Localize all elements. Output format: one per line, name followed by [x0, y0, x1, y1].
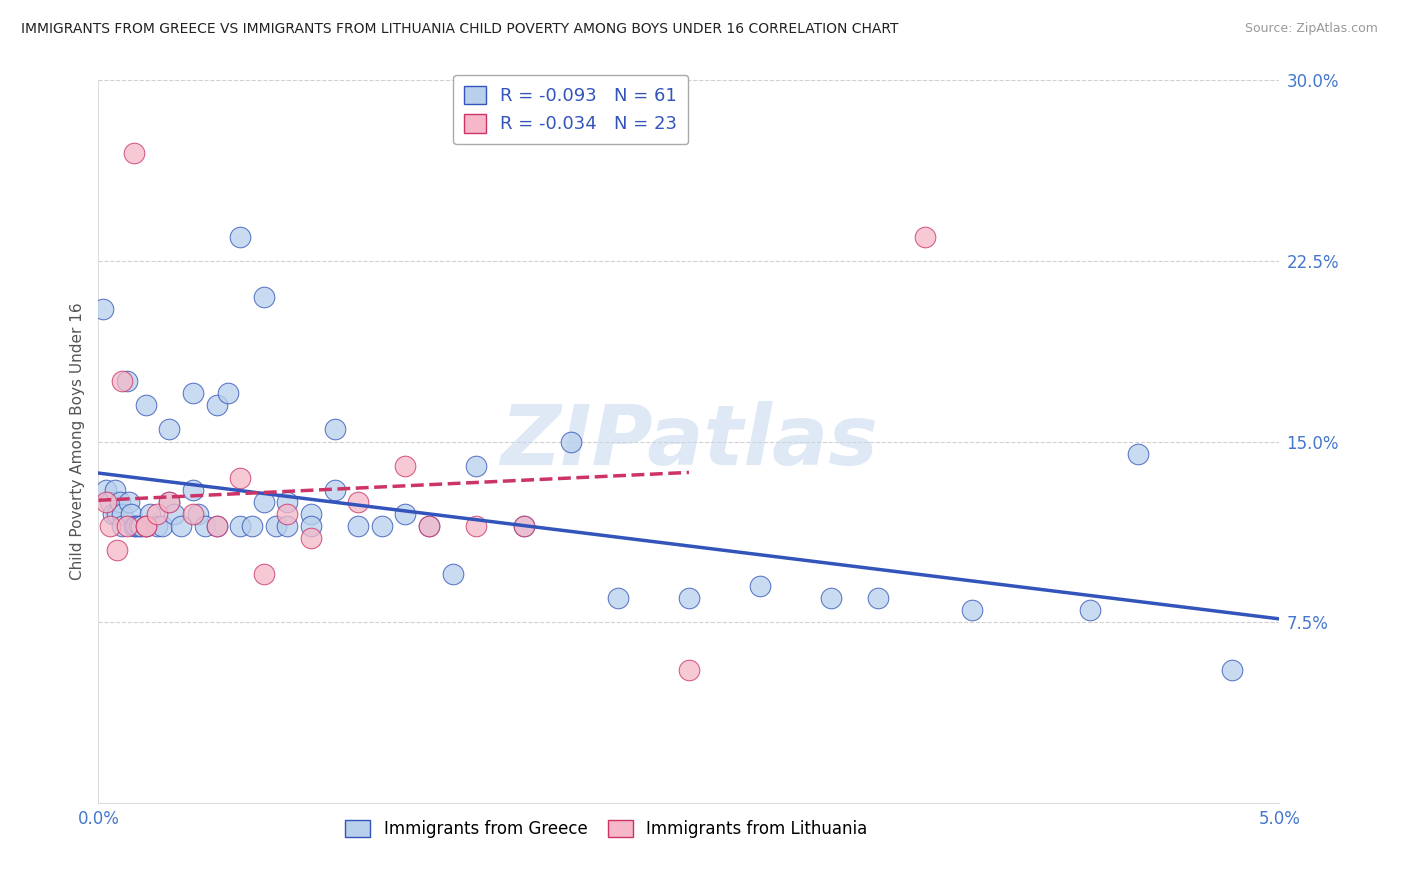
Point: [98, 494, 121, 508]
Point: [135, 398, 157, 412]
Point: [678, 664, 700, 678]
Point: [108, 494, 131, 508]
Point: [441, 567, 464, 582]
Point: [135, 518, 157, 533]
Text: ZIPatlas: ZIPatlas: [501, 401, 877, 482]
Point: [1220, 664, 1243, 678]
Point: [205, 398, 228, 412]
Point: [105, 507, 128, 521]
Point: [512, 518, 534, 533]
Point: [253, 290, 276, 304]
Point: [157, 494, 180, 508]
Point: [465, 518, 488, 533]
Point: [253, 494, 276, 508]
Point: [217, 386, 239, 401]
Point: [962, 603, 984, 617]
Point: [1126, 446, 1149, 460]
Point: [125, 518, 148, 533]
Point: [678, 591, 700, 605]
Point: [111, 374, 134, 388]
Point: [240, 518, 263, 533]
Point: [465, 458, 488, 473]
Point: [139, 507, 162, 521]
Point: [394, 458, 416, 473]
Point: [560, 434, 582, 449]
Point: [347, 518, 370, 533]
Point: [111, 507, 134, 521]
Point: [229, 470, 252, 484]
Point: [181, 386, 204, 401]
Point: [276, 518, 298, 533]
Point: [820, 591, 842, 605]
Point: [299, 531, 322, 545]
Point: [276, 507, 298, 521]
Point: [229, 518, 252, 533]
Point: [205, 518, 228, 533]
Point: [187, 507, 209, 521]
Point: [371, 518, 394, 533]
Point: [91, 301, 114, 317]
Point: [748, 579, 770, 593]
Point: [914, 230, 936, 244]
Point: [323, 483, 346, 497]
Text: IMMIGRANTS FROM GREECE VS IMMIGRANTS FROM LITHUANIA CHILD POVERTY AMONG BOYS UND: IMMIGRANTS FROM GREECE VS IMMIGRANTS FRO…: [21, 22, 898, 37]
Point: [122, 518, 145, 533]
Point: [394, 507, 416, 521]
Point: [111, 518, 134, 533]
Point: [157, 422, 180, 436]
Text: Source: ZipAtlas.com: Source: ZipAtlas.com: [1244, 22, 1378, 36]
Point: [118, 494, 141, 508]
Legend: Immigrants from Greece, Immigrants from Lithuania: Immigrants from Greece, Immigrants from …: [339, 814, 873, 845]
Point: [104, 483, 127, 497]
Point: [101, 507, 124, 521]
Point: [115, 518, 138, 533]
Point: [157, 494, 180, 508]
Point: [170, 518, 193, 533]
Point: [512, 518, 534, 533]
Point: [299, 518, 322, 533]
Point: [264, 518, 287, 533]
Point: [98, 518, 121, 533]
Point: [94, 494, 117, 508]
Point: [94, 483, 117, 497]
Point: [121, 507, 143, 521]
Point: [135, 518, 157, 533]
Point: [866, 591, 889, 605]
Point: [146, 507, 169, 521]
Point: [115, 374, 138, 388]
Point: [146, 518, 169, 533]
Point: [418, 518, 440, 533]
Point: [163, 507, 186, 521]
Point: [607, 591, 630, 605]
Point: [135, 518, 157, 533]
Point: [181, 507, 204, 521]
Point: [105, 542, 128, 557]
Y-axis label: Child Poverty Among Boys Under 16: Child Poverty Among Boys Under 16: [69, 302, 84, 581]
Point: [1080, 603, 1102, 617]
Point: [122, 145, 145, 160]
Point: [229, 230, 252, 244]
Point: [205, 518, 228, 533]
Point: [129, 518, 152, 533]
Point: [194, 518, 217, 533]
Point: [418, 518, 440, 533]
Point: [128, 518, 150, 533]
Point: [323, 422, 346, 436]
Point: [181, 483, 204, 497]
Point: [150, 518, 173, 533]
Point: [347, 494, 370, 508]
Point: [299, 507, 322, 521]
Point: [253, 567, 276, 582]
Point: [276, 494, 298, 508]
